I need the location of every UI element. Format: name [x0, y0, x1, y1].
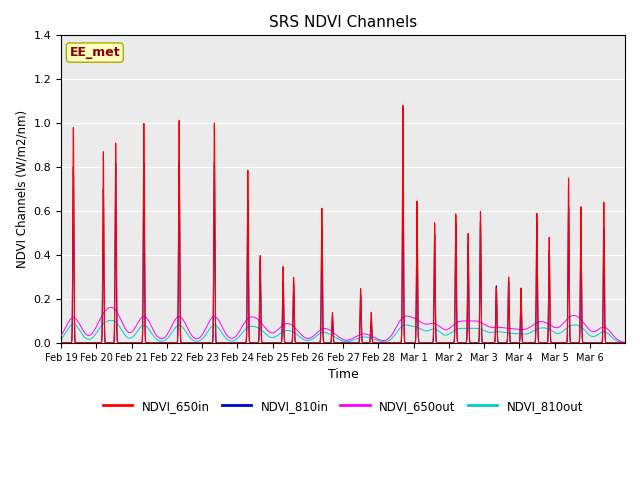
Text: EE_met: EE_met [70, 46, 120, 59]
Title: SRS NDVI Channels: SRS NDVI Channels [269, 15, 417, 30]
Legend: NDVI_650in, NDVI_810in, NDVI_650out, NDVI_810out: NDVI_650in, NDVI_810in, NDVI_650out, NDV… [98, 395, 588, 417]
Y-axis label: NDVI Channels (W/m2/nm): NDVI Channels (W/m2/nm) [15, 110, 28, 268]
X-axis label: Time: Time [328, 368, 358, 381]
